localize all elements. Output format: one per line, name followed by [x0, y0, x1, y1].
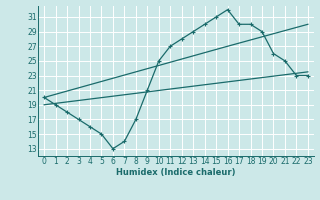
- X-axis label: Humidex (Indice chaleur): Humidex (Indice chaleur): [116, 168, 236, 177]
